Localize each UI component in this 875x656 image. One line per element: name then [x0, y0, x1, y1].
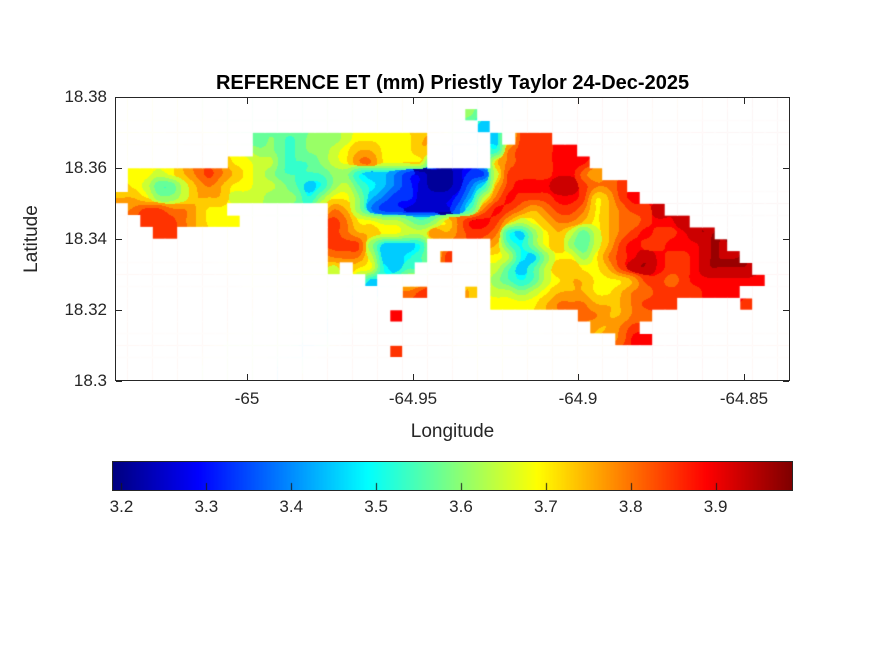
- colorbar-tick-label: 3.3: [194, 497, 219, 516]
- x-tick-mark-bottom: [744, 374, 745, 380]
- contour-map-canvas: [115, 97, 790, 381]
- x-tick-mark-bottom: [413, 374, 414, 380]
- y-tick-mark-right: [783, 310, 789, 311]
- colorbar-tick-label: 3.8: [618, 497, 643, 516]
- x-tick-label: -64.9: [558, 389, 598, 408]
- plot-title: REFERENCE ET (mm) Priestly Taylor 24-Dec…: [215, 72, 690, 94]
- x-tick-label: -65: [234, 389, 260, 408]
- y-tick-label: 18.36: [64, 158, 107, 177]
- x-tick-label: -64.95: [388, 389, 438, 408]
- y-tick-label: 18.34: [64, 229, 107, 248]
- colorbar: [112, 461, 793, 491]
- colorbar-gradient-canvas: [113, 462, 792, 490]
- y-tick-mark-left: [116, 239, 122, 240]
- y-tick-mark-right: [783, 97, 789, 98]
- axes-box: [115, 97, 790, 381]
- x-tick-mark-top: [578, 98, 579, 104]
- y-tick-mark-right: [783, 381, 789, 382]
- x-axis-label: Longitude: [410, 421, 495, 442]
- x-tick-mark-top: [413, 98, 414, 104]
- colorbar-tick-label: 3.7: [534, 497, 558, 516]
- y-tick-mark-right: [783, 168, 789, 169]
- y-tick-label: 18.38: [64, 87, 107, 106]
- colorbar-tick-label: 3.6: [449, 497, 473, 516]
- x-tick-label: -64.85: [719, 389, 769, 408]
- colorbar-tick-label: 3.9: [703, 497, 728, 516]
- x-tick-mark-bottom: [578, 374, 579, 380]
- y-tick-label: 18.32: [64, 300, 107, 319]
- y-tick-mark-left: [116, 381, 122, 382]
- x-tick-mark-top: [247, 98, 248, 104]
- colorbar-tick-label: 3.4: [279, 497, 304, 516]
- y-tick-mark-left: [116, 97, 122, 98]
- y-tick-mark-right: [783, 239, 789, 240]
- y-tick-label: 18.3: [73, 371, 107, 390]
- x-tick-mark-top: [744, 98, 745, 104]
- colorbar-tick-label: 3.2: [109, 497, 134, 516]
- y-tick-mark-left: [116, 310, 122, 311]
- colorbar-tick-label: 3.5: [364, 497, 388, 516]
- x-tick-mark-bottom: [247, 374, 248, 380]
- y-tick-mark-left: [116, 168, 122, 169]
